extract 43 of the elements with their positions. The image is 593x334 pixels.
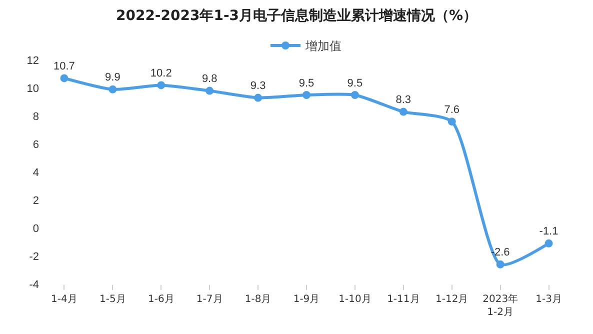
x-tick-label: 1-5月 xyxy=(100,294,126,305)
point xyxy=(302,91,310,99)
x-tick-label: 1-10月 xyxy=(338,294,372,305)
y-tick-label: 0 xyxy=(32,222,39,235)
y-tick-label: -2 xyxy=(29,250,39,263)
x-tick-label: 1-8月 xyxy=(244,294,272,305)
point xyxy=(350,91,359,99)
x-tick-label: 1-12月 xyxy=(436,294,468,305)
y-tick-label: 6 xyxy=(32,138,39,151)
point xyxy=(108,85,117,94)
data-label: 7.6 xyxy=(444,104,460,116)
data-label: 9.5 xyxy=(347,77,363,90)
data-label: 9.3 xyxy=(250,80,266,92)
x-tick-label: 2023年 1-2月 xyxy=(482,293,518,318)
x-tick-label: 1-3月 xyxy=(536,294,562,305)
chart-title: 2022-2023年1-3月电子信息制造业累计增速情况（%） xyxy=(116,8,478,24)
point xyxy=(544,239,553,248)
data-label: 10.2 xyxy=(150,67,172,80)
data-label: 9.8 xyxy=(202,73,218,86)
point xyxy=(496,260,504,268)
x-tick-label: 1-7月 xyxy=(196,294,223,305)
legend-label: 增加值 xyxy=(304,39,342,54)
y-tick-label: 4 xyxy=(32,166,39,179)
y-tick-label: 8 xyxy=(32,110,39,123)
x-tick-label: 1-11月 xyxy=(387,294,420,305)
x-tick-label: 1-6月 xyxy=(148,294,174,305)
y-tick-label: 2 xyxy=(32,194,39,207)
y-tick-label: -4 xyxy=(29,278,39,291)
data-label: 8.3 xyxy=(396,94,412,106)
data-label: -1.1 xyxy=(539,226,558,238)
data-label: 9.5 xyxy=(298,77,314,90)
x-tick-label: 1-9月 xyxy=(293,294,320,305)
y-tick-label: 10 xyxy=(26,82,39,95)
y-tick-label: 12 xyxy=(26,54,39,67)
point xyxy=(60,74,68,82)
data-label: 9.9 xyxy=(105,72,120,84)
x-tick-label: 1-4月 xyxy=(51,294,78,305)
data-label: 10.7 xyxy=(54,60,75,72)
point xyxy=(448,118,456,126)
point xyxy=(399,108,408,116)
point xyxy=(206,86,214,95)
point xyxy=(254,94,262,102)
point xyxy=(157,81,166,90)
